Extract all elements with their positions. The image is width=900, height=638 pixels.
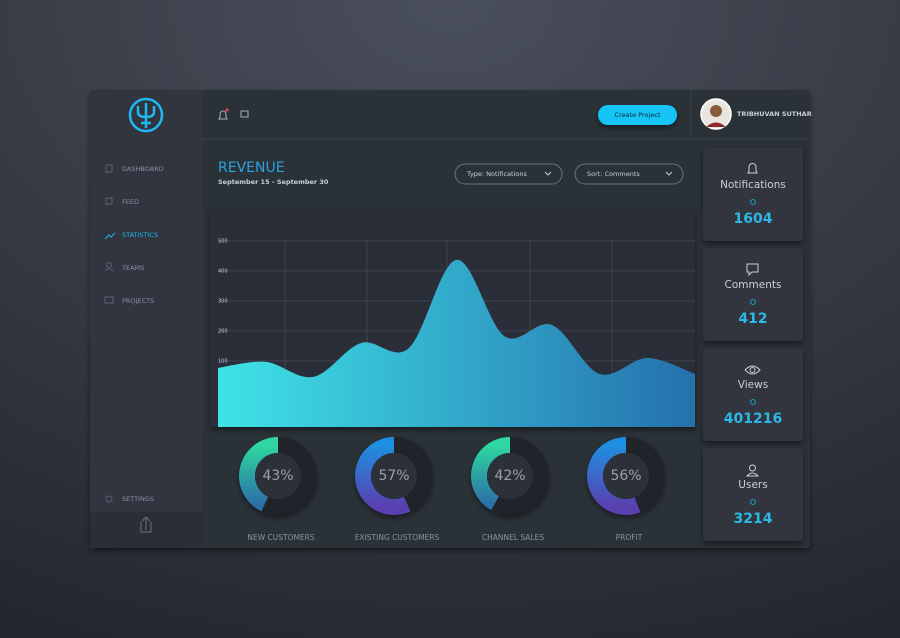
stat-icon xyxy=(745,464,760,477)
revenue-subtitle: September 15 - September 30 xyxy=(218,178,329,186)
stat-icon xyxy=(747,163,758,174)
stat-card xyxy=(703,448,803,541)
sidebar xyxy=(90,90,203,548)
donut-arc xyxy=(587,437,641,515)
stat-dot xyxy=(750,199,756,205)
user-name[interactable]: TRIBHUVAN SUTHAR xyxy=(737,110,812,118)
notification-dot xyxy=(225,108,229,112)
stat-card xyxy=(703,348,803,441)
donut-arc xyxy=(239,437,279,512)
logo xyxy=(128,97,164,133)
stat-value: 3214 xyxy=(734,511,773,527)
stat-card xyxy=(703,148,803,241)
donut-hole xyxy=(603,453,649,499)
nav-item[interactable]: STATISTICS xyxy=(122,231,158,239)
stat-label: Comments xyxy=(725,279,782,291)
create-project-button[interactable] xyxy=(598,105,677,125)
donut-label: CHANNEL SALES xyxy=(482,533,544,542)
dropdown-label[interactable]: Type: Notifications xyxy=(466,170,527,178)
revenue-title: REVENUE xyxy=(218,160,285,176)
stat-dot xyxy=(750,499,756,505)
avatar-face xyxy=(710,105,722,117)
donut-arc xyxy=(471,437,511,511)
stat-card xyxy=(703,248,803,341)
y-tick-label: 100 xyxy=(218,358,228,364)
nav-item[interactable]: TEAMS xyxy=(121,264,144,272)
stat-icon xyxy=(744,365,761,375)
sort-dropdown[interactable] xyxy=(574,163,684,185)
sidebar-icons xyxy=(104,164,116,503)
donut-value: 43% xyxy=(262,468,293,484)
donut-value: 57% xyxy=(378,468,409,484)
donut-value: 42% xyxy=(494,468,525,484)
nav-item[interactable]: SETTINGS xyxy=(122,495,154,503)
button-label[interactable]: Create Project xyxy=(615,111,661,119)
stat-label: Views xyxy=(738,379,768,391)
stat-dot xyxy=(750,299,756,305)
stat-value: 412 xyxy=(738,311,767,327)
y-tick-label: 500 xyxy=(218,238,228,244)
donut-value: 56% xyxy=(610,468,641,484)
dropdown-label[interactable]: Sort: Comments xyxy=(587,170,640,178)
nav-item[interactable]: DASHBOARD xyxy=(122,165,164,173)
nav-item[interactable]: FEED xyxy=(122,198,139,206)
stat-label: Notifications xyxy=(720,179,786,191)
donut-hole xyxy=(487,453,533,499)
stat-value: 401216 xyxy=(724,411,782,427)
y-tick-label: 300 xyxy=(218,298,228,304)
donut-arc xyxy=(355,437,411,515)
nav-item[interactable]: PROJECTS xyxy=(122,297,154,305)
donut-hole xyxy=(371,453,417,499)
donut-label: EXISTING CUSTOMERS xyxy=(355,533,440,542)
stat-icon xyxy=(746,263,759,277)
share-icon[interactable] xyxy=(140,516,152,533)
y-tick-label: 200 xyxy=(218,328,228,334)
topbar-icons[interactable] xyxy=(218,110,249,120)
stat-label: Users xyxy=(738,479,767,491)
type-dropdown[interactable] xyxy=(454,163,563,185)
donut-label: PROFIT xyxy=(616,533,643,542)
revenue-area xyxy=(218,259,695,427)
stat-value: 1604 xyxy=(734,211,773,227)
dropdown-arrows xyxy=(544,171,673,176)
donut-label: NEW CUSTOMERS xyxy=(247,533,315,542)
y-tick-label: 400 xyxy=(218,268,228,274)
donut-hole xyxy=(255,453,301,499)
stat-dot xyxy=(750,399,756,405)
avatar-body xyxy=(706,122,726,127)
